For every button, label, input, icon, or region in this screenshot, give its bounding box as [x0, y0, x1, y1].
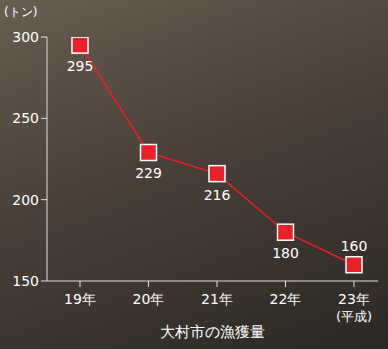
- svg-text:295: 295: [67, 58, 94, 74]
- html-text:大村市の漁獲量: 大村市の漁獲量: [160, 323, 265, 341]
- svg-text:300: 300: [12, 29, 39, 45]
- svg-text:229: 229: [135, 165, 162, 181]
- svg-text:20年: 20年: [133, 291, 165, 307]
- svg-text:160: 160: [341, 238, 368, 254]
- svg-text:150: 150: [12, 273, 39, 289]
- svg-text:22年: 22年: [270, 291, 302, 307]
- svg-text:250: 250: [12, 110, 39, 126]
- html-text:(トン): (トン): [4, 5, 38, 19]
- svg-text:(平成): (平成): [336, 309, 372, 324]
- svg-text:200: 200: [12, 192, 39, 208]
- svg-text:21年: 21年: [201, 291, 233, 307]
- svg-text:23年: 23年: [338, 291, 370, 307]
- svg-text:19年: 19年: [64, 291, 96, 307]
- svg-text:216: 216: [204, 187, 231, 203]
- svg-text:180: 180: [272, 245, 299, 261]
